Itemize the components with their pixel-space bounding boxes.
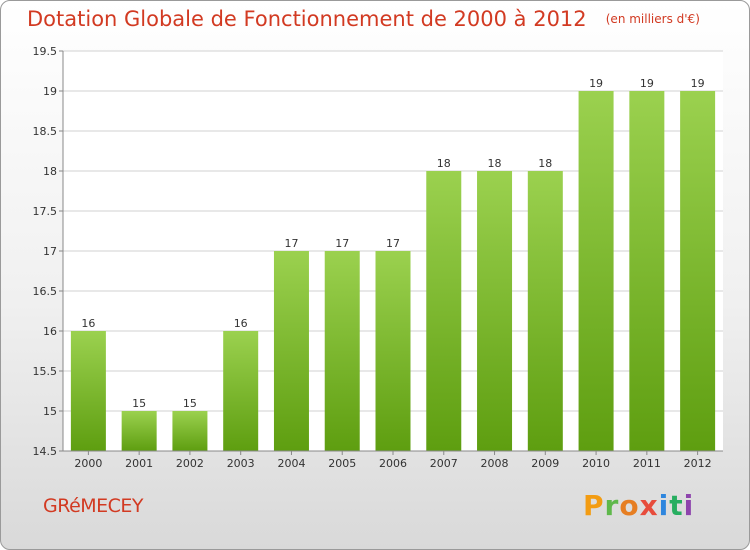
bar <box>375 251 411 451</box>
data-label: 18 <box>488 157 502 170</box>
bar <box>172 411 208 451</box>
x-tick-label: 2003 <box>227 457 255 470</box>
x-tick-label: 2007 <box>430 457 458 470</box>
proxiti-logo: Proxiti <box>583 489 694 522</box>
y-tick-label: 17.5 <box>33 205 58 218</box>
data-label: 17 <box>284 237 298 250</box>
x-tick-label: 2008 <box>481 457 509 470</box>
y-tick-label: 18 <box>43 165 57 178</box>
data-label: 16 <box>234 317 248 330</box>
bar <box>477 171 513 451</box>
y-tick-label: 14.5 <box>33 445 58 458</box>
logo-letter: P <box>583 489 605 522</box>
chart-title: Dotation Globale de Fonctionnement de 20… <box>27 7 587 31</box>
x-tick-label: 2000 <box>74 457 102 470</box>
x-tick-label: 2006 <box>379 457 407 470</box>
y-tick-label: 17 <box>43 245 57 258</box>
bar <box>324 251 360 451</box>
bar <box>273 251 309 451</box>
commune-name: GRéMECEY <box>43 495 144 517</box>
y-tick-label: 18.5 <box>33 125 58 138</box>
x-tick-label: 2009 <box>531 457 559 470</box>
bar <box>527 171 563 451</box>
logo-letter: t <box>669 489 684 522</box>
bar <box>680 91 716 451</box>
x-tick-label: 2012 <box>684 457 712 470</box>
title-row: Dotation Globale de Fonctionnement de 20… <box>27 7 700 31</box>
y-tick-label: 19.5 <box>33 45 58 58</box>
chart-unit: (en milliers d'€) <box>605 12 700 26</box>
x-tick-label: 2011 <box>633 457 661 470</box>
x-tick-label: 2005 <box>328 457 356 470</box>
bar <box>629 91 665 451</box>
data-label: 17 <box>335 237 349 250</box>
logo-letter: i <box>683 489 695 522</box>
logo-letter: r <box>604 489 620 522</box>
data-label: 19 <box>640 77 654 90</box>
logo-letter: o <box>619 489 640 522</box>
x-tick-label: 2001 <box>125 457 153 470</box>
data-label: 19 <box>589 77 603 90</box>
bar <box>70 331 106 451</box>
x-tick-label: 2010 <box>582 457 610 470</box>
logo-letter: x <box>639 489 659 522</box>
data-label: 17 <box>386 237 400 250</box>
y-tick-label: 16.5 <box>33 285 58 298</box>
data-label: 18 <box>437 157 451 170</box>
x-tick-label: 2004 <box>277 457 305 470</box>
data-label: 15 <box>132 397 146 410</box>
bar <box>426 171 462 451</box>
logo-letter: i <box>658 489 670 522</box>
data-label: 19 <box>691 77 705 90</box>
data-label: 18 <box>538 157 552 170</box>
data-label: 16 <box>81 317 95 330</box>
y-tick-label: 16 <box>43 325 57 338</box>
y-tick-label: 15.5 <box>33 365 58 378</box>
bar <box>578 91 614 451</box>
bar <box>223 331 259 451</box>
y-tick-label: 19 <box>43 85 57 98</box>
x-tick-label: 2002 <box>176 457 204 470</box>
bar <box>121 411 157 451</box>
data-label: 15 <box>183 397 197 410</box>
y-tick-label: 15 <box>43 405 57 418</box>
